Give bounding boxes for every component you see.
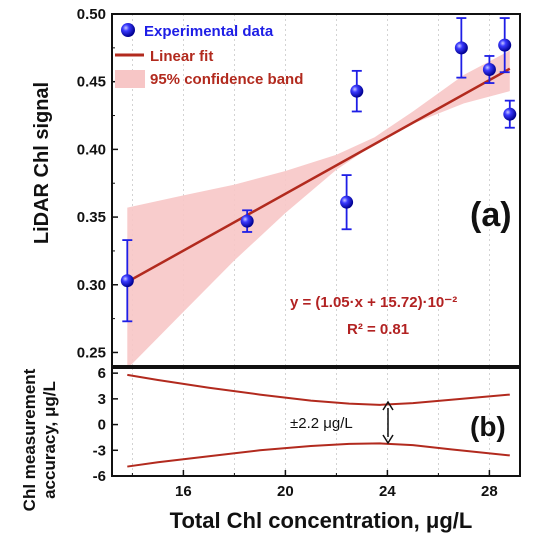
x-tick-label: 24 xyxy=(379,483,396,500)
accuracy-curves xyxy=(127,373,510,468)
legend-label-data: Experimental data xyxy=(144,23,274,40)
data-marker xyxy=(498,38,512,52)
y-tick-label: -6 xyxy=(93,468,106,485)
x-tick-label: 20 xyxy=(277,483,294,500)
panel-b-label: (b) xyxy=(470,411,506,442)
panel-a-label: (a) xyxy=(470,196,512,234)
y-tick-label: 3 xyxy=(98,391,106,408)
legend: Experimental data Linear fit 95% confide… xyxy=(115,23,303,88)
x-tick-label: 16 xyxy=(175,483,192,500)
y-tick-label: 0.30 xyxy=(77,277,106,294)
accuracy-arrow-head-down xyxy=(382,434,394,445)
data-point xyxy=(350,69,364,113)
x-axis-label: Total Chl concentration, μg/L xyxy=(170,508,473,533)
fit-line xyxy=(126,67,511,284)
data-point xyxy=(340,174,354,231)
panel-b-x-ticks: 16 20 24 28 xyxy=(131,470,498,500)
data-points xyxy=(120,17,517,323)
data-marker xyxy=(454,41,468,55)
accuracy-curve xyxy=(127,442,510,468)
confidence-band xyxy=(127,50,510,369)
data-marker xyxy=(340,195,354,209)
data-marker xyxy=(350,84,364,98)
panel-b-y-axis-label-line2: accuracy, μg/L xyxy=(40,381,59,499)
data-marker xyxy=(503,107,517,121)
data-point xyxy=(503,99,517,129)
y-tick-label: 0.50 xyxy=(77,6,106,23)
data-point xyxy=(454,17,468,79)
accuracy-curve xyxy=(127,373,510,406)
y-tick-label: 0.40 xyxy=(77,141,106,158)
panel-b-y-ticks: -6 -3 0 3 6 xyxy=(93,365,118,485)
panel-a: 0.25 0.30 0.35 0.40 0.45 0.50 Experimental da… xyxy=(31,6,521,369)
y-tick-label: 0.25 xyxy=(77,344,106,361)
accuracy-arrow-head-up xyxy=(382,400,394,411)
panel-a-y-axis-label: LiDAR Chl signal xyxy=(31,82,53,244)
fit-r2: R² = 0.81 xyxy=(347,321,409,338)
accuracy-annotation: ±2.2 μg/L xyxy=(290,415,353,432)
panel-b-grid xyxy=(131,368,490,476)
data-point xyxy=(240,209,254,233)
y-tick-label: 0.35 xyxy=(77,209,106,226)
panel-b-y-axis-label-line1: Chl measurement xyxy=(20,368,39,511)
panel-a-y-ticks: 0.25 0.30 0.35 0.40 0.45 0.50 xyxy=(77,6,118,361)
panel-b: ±2.2 μg/L -6 -3 0 3 6 16 20 24 28 (b) Chl measu… xyxy=(20,365,521,533)
x-tick-label: 28 xyxy=(481,483,498,500)
data-point xyxy=(482,55,496,84)
panel-b-frame xyxy=(111,367,521,477)
fit-equation: y = (1.05·x + 15.72)·10⁻² xyxy=(290,294,457,311)
legend-marker-data xyxy=(121,23,135,37)
legend-marker-band xyxy=(115,70,145,88)
legend-label-fit: Linear fit xyxy=(150,48,213,65)
legend-label-band: 95% confidence band xyxy=(150,71,303,88)
y-tick-label: -3 xyxy=(93,442,106,459)
y-tick-label: 6 xyxy=(98,365,106,382)
data-marker xyxy=(120,274,134,288)
panel-a-frame xyxy=(111,13,521,367)
y-tick-label: 0 xyxy=(98,417,106,434)
data-marker xyxy=(482,63,496,77)
data-point xyxy=(120,239,134,323)
data-marker xyxy=(240,214,254,228)
data-point xyxy=(498,17,512,74)
y-tick-label: 0.45 xyxy=(77,74,106,91)
